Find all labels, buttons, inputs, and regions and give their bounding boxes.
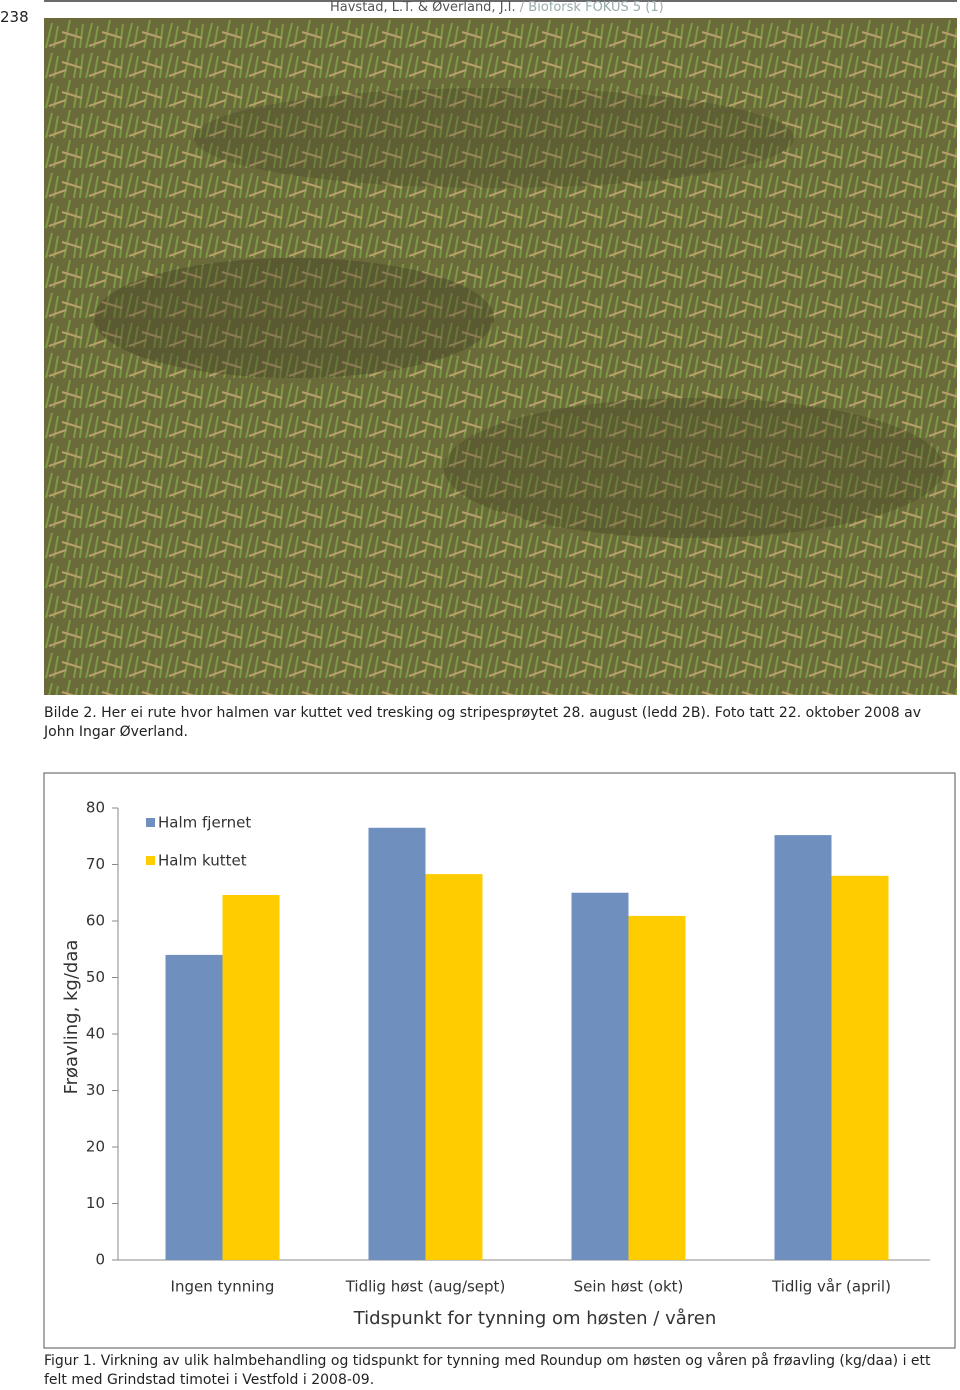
bar	[165, 954, 223, 1260]
header-rule	[44, 0, 957, 2]
x-tick-label: Tidlig vår (april)	[771, 1278, 891, 1296]
y-axis-title: Frøavling, kg/daa	[61, 940, 82, 1095]
bar	[425, 874, 483, 1260]
bar	[774, 835, 832, 1260]
legend-label: Halm kuttet	[158, 852, 247, 870]
y-tick-label: 20	[86, 1138, 105, 1156]
x-tick-label: Sein høst (okt)	[574, 1278, 684, 1296]
bar	[222, 895, 280, 1260]
chart: Frøavling, kg/daa Tidspunkt for tynning …	[43, 772, 956, 1349]
y-tick-label: 60	[86, 912, 105, 930]
y-tick-label: 70	[86, 855, 105, 873]
x-tick-label: Ingen tynning	[171, 1278, 275, 1296]
figure-caption: Figur 1. Virkning av ulik halmbehandling…	[44, 1353, 931, 1388]
legend-swatch	[146, 856, 155, 865]
x-axis-title: Tidspunkt for tynning om høsten / våren	[353, 1308, 717, 1329]
page-number: 238	[0, 8, 29, 26]
y-tick-label: 30	[86, 1081, 105, 1099]
chart-frame	[43, 772, 956, 1349]
bar	[831, 875, 889, 1260]
y-tick-label: 50	[86, 968, 105, 986]
running-header: Havstad, L.T. & Øverland, J.I. / Biofors…	[330, 0, 664, 15]
y-tick-label: 40	[86, 1025, 105, 1043]
bar	[628, 915, 686, 1260]
legend-swatch	[146, 818, 155, 827]
photo-caption: Bilde 2. Her ei rute hvor halmen var kut…	[44, 705, 922, 740]
x-tick-label: Tidlig høst (aug/sept)	[345, 1278, 506, 1296]
y-tick-label: 10	[86, 1194, 105, 1212]
y-tick-label: 0	[95, 1251, 105, 1269]
bar	[368, 827, 426, 1260]
photo	[44, 18, 957, 695]
authors: Havstad, L.T. & Øverland, J.I.	[330, 0, 516, 15]
journal: / Bioforsk FOKUS 5 (1)	[519, 0, 664, 15]
legend-label: Halm fjernet	[158, 814, 251, 832]
bar	[571, 892, 629, 1260]
y-tick-label: 80	[86, 799, 105, 817]
